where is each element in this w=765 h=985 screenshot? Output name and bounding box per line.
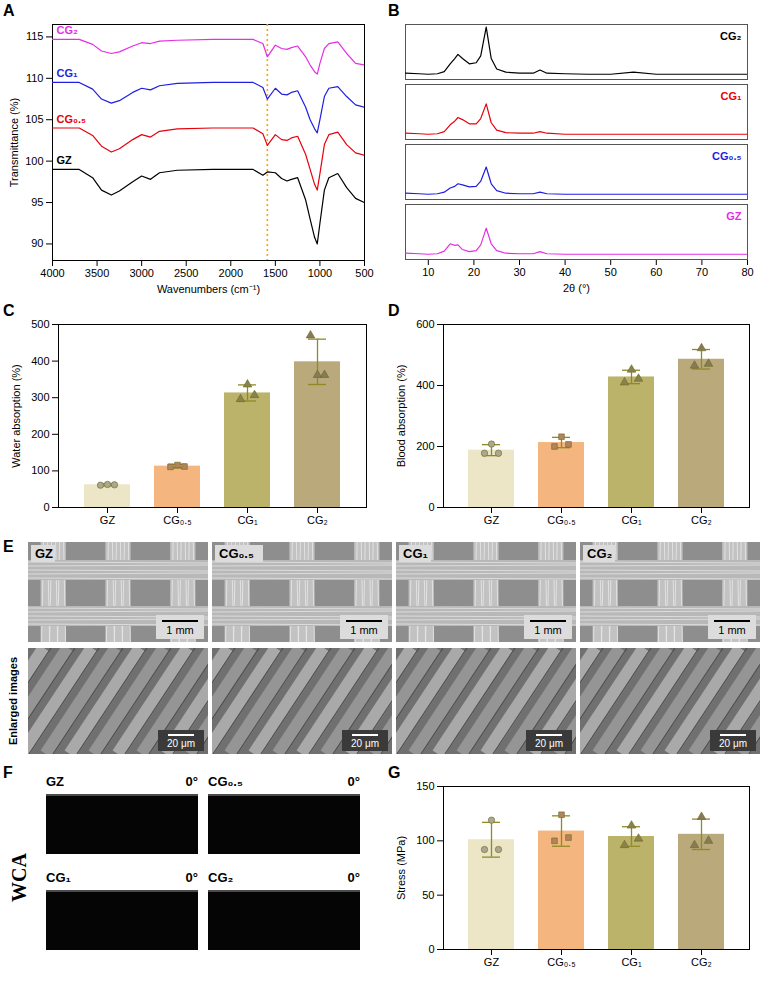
svg-text:0: 0 bbox=[428, 501, 434, 513]
svg-text:20 μm: 20 μm bbox=[719, 738, 747, 749]
svg-text:CG₂: CG₂ bbox=[57, 24, 79, 36]
svg-text:100: 100 bbox=[31, 464, 49, 476]
svg-text:20 μm: 20 μm bbox=[167, 738, 195, 749]
svg-text:1 mm: 1 mm bbox=[534, 624, 562, 636]
svg-text:1 mm: 1 mm bbox=[166, 624, 194, 636]
html-text:A: A bbox=[3, 2, 15, 19]
svg-text:50: 50 bbox=[605, 266, 617, 278]
svg-text:Water absorption (%): Water absorption (%) bbox=[10, 364, 22, 468]
svg-text:Transmittance (%): Transmittance (%) bbox=[8, 98, 20, 187]
svg-text:100: 100 bbox=[25, 155, 43, 167]
svg-text:GZ: GZ bbox=[726, 210, 742, 222]
svg-text:GZ: GZ bbox=[484, 956, 500, 968]
svg-text:95: 95 bbox=[31, 196, 43, 208]
svg-text:WCA: WCA bbox=[8, 853, 30, 902]
svg-text:2500: 2500 bbox=[174, 267, 198, 279]
svg-text:1500: 1500 bbox=[263, 267, 287, 279]
svg-text:0°: 0° bbox=[186, 870, 198, 885]
svg-text:500: 500 bbox=[31, 318, 49, 330]
svg-text:90: 90 bbox=[31, 237, 43, 249]
svg-text:CG₂: CG₂ bbox=[208, 870, 234, 885]
html-text:B: B bbox=[388, 2, 400, 19]
svg-text:CG₁: CG₁ bbox=[57, 67, 79, 79]
svg-text:400: 400 bbox=[416, 379, 434, 391]
svg-text:CG₂: CG₂ bbox=[587, 546, 613, 561]
html-text:F: F bbox=[3, 764, 13, 781]
html-text:C: C bbox=[3, 302, 15, 319]
svg-text:115: 115 bbox=[26, 30, 44, 42]
svg-text:CG₂: CG₂ bbox=[720, 30, 742, 42]
svg-text:2000: 2000 bbox=[219, 267, 243, 279]
svg-text:1000: 1000 bbox=[308, 267, 332, 279]
svg-text:0°: 0° bbox=[186, 774, 198, 789]
svg-text:GZ: GZ bbox=[484, 514, 500, 526]
svg-text:GZ: GZ bbox=[35, 546, 53, 561]
svg-text:4000: 4000 bbox=[40, 267, 64, 279]
svg-text:2θ (°): 2θ (°) bbox=[563, 282, 590, 294]
svg-text:100: 100 bbox=[416, 834, 434, 846]
svg-text:GZ: GZ bbox=[57, 154, 73, 166]
svg-text:CG₀.₅: CG₀.₅ bbox=[547, 514, 576, 526]
svg-text:GZ: GZ bbox=[100, 514, 116, 526]
svg-text:200: 200 bbox=[416, 440, 434, 452]
svg-text:GZ: GZ bbox=[46, 774, 64, 789]
svg-text:80: 80 bbox=[741, 266, 753, 278]
svg-text:CG₁: CG₁ bbox=[46, 870, 71, 885]
svg-text:400: 400 bbox=[31, 355, 49, 367]
svg-text:0°: 0° bbox=[348, 870, 360, 885]
svg-text:3500: 3500 bbox=[85, 267, 109, 279]
html-text:D: D bbox=[388, 302, 400, 319]
svg-text:3000: 3000 bbox=[129, 267, 153, 279]
svg-text:110: 110 bbox=[26, 72, 44, 84]
svg-text:40: 40 bbox=[559, 266, 571, 278]
svg-text:Blood absorption (%): Blood absorption (%) bbox=[395, 365, 407, 468]
svg-text:CG₀.₅: CG₀.₅ bbox=[163, 514, 192, 526]
svg-text:200: 200 bbox=[31, 428, 49, 440]
svg-text:70: 70 bbox=[696, 266, 708, 278]
svg-text:Wavenumbers (cm⁻¹): Wavenumbers (cm⁻¹) bbox=[157, 283, 260, 295]
svg-text:0: 0 bbox=[43, 501, 49, 513]
svg-text:50: 50 bbox=[422, 889, 434, 901]
svg-text:150: 150 bbox=[416, 780, 434, 792]
svg-text:CG₀.₅: CG₀.₅ bbox=[712, 150, 742, 162]
svg-text:500: 500 bbox=[355, 267, 373, 279]
svg-text:600: 600 bbox=[416, 318, 434, 330]
svg-text:CG₁: CG₁ bbox=[621, 514, 642, 526]
svg-text:20 μm: 20 μm bbox=[351, 738, 379, 749]
svg-text:60: 60 bbox=[650, 266, 662, 278]
svg-text:Enlarged images: Enlarged images bbox=[7, 657, 19, 745]
svg-text:1 mm: 1 mm bbox=[718, 624, 746, 636]
svg-text:CG₂: CG₂ bbox=[307, 514, 328, 526]
svg-text:CG₀.₅: CG₀.₅ bbox=[57, 113, 87, 125]
svg-text:30: 30 bbox=[513, 266, 525, 278]
svg-text:CG₁: CG₁ bbox=[621, 956, 642, 968]
html-text:G: G bbox=[388, 764, 401, 781]
svg-text:20: 20 bbox=[468, 266, 480, 278]
svg-text:10: 10 bbox=[422, 266, 434, 278]
svg-text:20 μm: 20 μm bbox=[535, 738, 563, 749]
svg-text:CG₀.₅: CG₀.₅ bbox=[547, 956, 576, 968]
svg-text:0: 0 bbox=[428, 943, 434, 955]
svg-text:CG₀.₅: CG₀.₅ bbox=[208, 774, 243, 789]
svg-text:CG₀.₅: CG₀.₅ bbox=[219, 546, 254, 561]
svg-text:CG₂: CG₂ bbox=[691, 514, 712, 526]
svg-text:CG₁: CG₁ bbox=[237, 514, 258, 526]
svg-text:CG₂: CG₂ bbox=[691, 956, 712, 968]
html-text:E: E bbox=[3, 538, 14, 555]
svg-text:300: 300 bbox=[31, 391, 49, 403]
svg-text:CG₁: CG₁ bbox=[403, 546, 428, 561]
svg-text:1 mm: 1 mm bbox=[350, 624, 378, 636]
svg-text:105: 105 bbox=[25, 113, 43, 125]
svg-text:0°: 0° bbox=[348, 774, 360, 789]
svg-text:Stress (MPa): Stress (MPa) bbox=[395, 836, 407, 900]
svg-text:CG₁: CG₁ bbox=[720, 90, 742, 102]
